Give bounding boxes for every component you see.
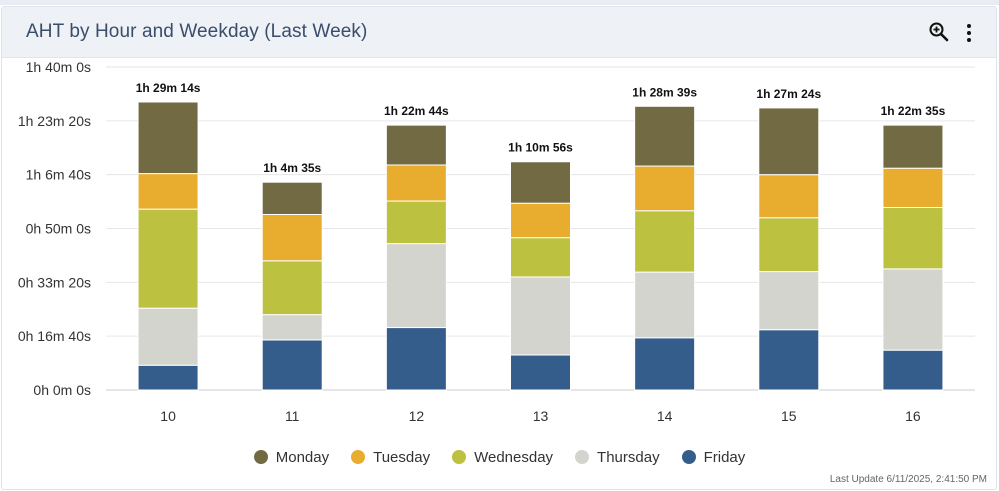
y-tick-label: 1h 6m 40s [26,167,91,183]
bar-segment-friday[interactable] [510,354,571,391]
x-tick-label: 15 [781,408,797,424]
bar-total-label: 1h 27m 24s [756,87,821,101]
bar-segment-monday[interactable] [758,107,820,176]
bar-segment-monday[interactable] [137,101,199,175]
stacked-bar-chart: 0h 0m 0s 0h 16m 40s 0h 33m 20s 0h 50m 0s 1h … [18,59,975,424]
bar-segment-tuesday[interactable] [882,167,944,209]
bar-total-label: 1h 28m 39s [632,85,697,99]
bar-segment-wednesday[interactable] [261,260,323,316]
y-tick-label: 0h 16m 40s [18,328,91,344]
bar-segment-tuesday[interactable] [137,173,199,210]
legend-dot [575,450,590,464]
top-divider [0,0,999,5]
bar-segment-friday[interactable] [385,327,447,391]
legend-item-monday[interactable]: Monday [253,446,330,468]
x-tick-label: 13 [533,408,549,424]
legend-item-tuesday[interactable]: Tuesday [351,446,430,468]
bar-total-label: 1h 22m 35s [881,104,946,118]
bar-segment-thursday[interactable] [634,271,696,339]
legend-dot [452,450,467,464]
bar-segment-tuesday[interactable] [634,165,696,212]
bar-segment-monday[interactable] [261,181,323,216]
x-tick-label: 14 [657,408,673,424]
x-tick-label: 10 [160,408,176,424]
bar-segment-wednesday[interactable] [510,237,571,278]
x-tick-label: 12 [409,408,425,424]
bar-segment-tuesday[interactable] [261,214,323,262]
legend-item-friday[interactable]: Friday [681,446,746,468]
bar-segment-thursday[interactable] [385,243,447,329]
y-axis-ticks: 0h 0m 0s 0h 16m 40s 0h 33m 20s 0h 50m 0s 1h … [18,59,91,398]
bar-segment-tuesday[interactable] [758,174,820,219]
legend-dot [351,450,366,464]
y-tick-label: 1h 23m 20s [18,113,91,129]
bar-segment-friday[interactable] [758,329,820,391]
bar-segment-wednesday[interactable] [758,217,820,273]
bar-segment-wednesday[interactable] [634,210,696,273]
bar-segment-monday[interactable] [385,124,447,166]
legend-item-wednesday[interactable]: Wednesday [452,446,553,468]
bar-total-label: 1h 22m 44s [384,104,449,118]
legend-label: Tuesday [373,448,431,466]
bar-segment-thursday[interactable] [137,307,199,366]
bar-segment-wednesday[interactable] [385,200,447,245]
chart-legend: Monday Tuesday Wednesday Thursday Friday [0,446,999,468]
legend-dot [253,450,268,464]
zoom-in-icon[interactable] [928,21,950,48]
bar-segment-tuesday[interactable] [510,202,571,239]
bar-segment-thursday[interactable] [510,276,571,356]
legend-label: Monday [275,448,330,466]
bar-segment-monday[interactable] [510,161,571,204]
bar-segment-friday[interactable] [882,349,944,391]
y-tick-label: 0h 33m 20s [18,274,91,290]
legend-label: Friday [703,448,746,466]
bar-segment-monday[interactable] [634,105,696,167]
legend-label: Thursday [597,448,660,466]
bars [137,101,944,391]
x-tick-label: 11 [285,408,300,424]
legend-dot [681,450,696,464]
card-header: AHT by Hour and Weekday (Last Week) [2,7,996,58]
bar-total-label: 1h 10m 56s [508,141,573,155]
bar-segment-friday[interactable] [261,339,323,391]
bar-segment-tuesday[interactable] [385,164,447,202]
chart-title: AHT by Hour and Weekday (Last Week) [26,21,368,42]
bar-segment-thursday[interactable] [882,268,944,351]
x-axis-ticks: 10 11 12 13 14 15 16 [160,408,921,424]
bar-segment-wednesday[interactable] [137,208,199,309]
bar-total-label: 1h 4m 35s [263,161,321,175]
bar-segment-monday[interactable] [882,124,944,169]
y-tick-label: 1h 40m 0s [26,59,91,75]
more-vertical-icon[interactable] [962,21,976,48]
bar-segment-friday[interactable] [634,337,696,391]
bar-total-label: 1h 29m 14s [136,81,201,95]
legend-item-thursday[interactable]: Thursday [575,446,660,468]
bar-segment-thursday[interactable] [758,271,820,331]
total-labels: 1h 29m 14s 1h 4m 35s 1h 22m 44s 1h 10m 56s 1… [136,81,946,175]
y-tick-label: 0h 50m 0s [26,221,91,237]
x-tick-label: 16 [905,408,921,424]
bar-segment-friday[interactable] [137,364,199,391]
last-update-text: Last Update 6/11/2025, 2:41:50 PM [829,474,987,485]
bar-segment-thursday[interactable] [261,314,323,341]
legend-label: Wednesday [474,448,554,466]
bar-segment-wednesday[interactable] [882,207,944,270]
y-tick-label: 0h 0m 0s [33,382,91,398]
